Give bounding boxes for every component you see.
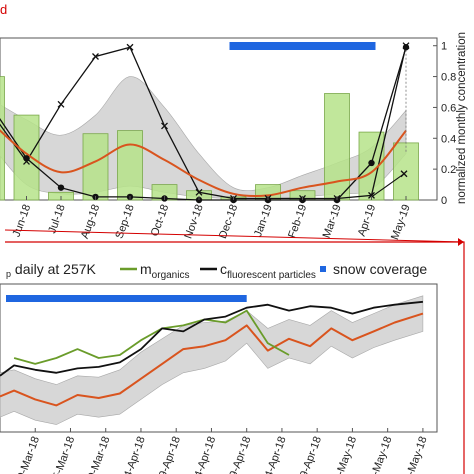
panel-corner-mark: d [0,2,7,17]
top-dot-marker-Jun-18 [23,155,30,162]
top-model-line [0,129,407,198]
top-y-tick-label: 0.2 [441,164,456,176]
callout-arrowhead [458,238,464,246]
legend-snow-swatch [320,266,326,272]
legend-fluorescent-main: c [220,261,227,277]
bottom-x-tick-label: 19-Apr-18 [226,435,254,474]
top-dot-marker-Jul-18 [57,184,65,191]
top-x-marker-Sep-18 [126,43,134,51]
legend-prefix-text: daily at 257K [11,261,96,277]
legend-fluorescent-sub: fluorescent particles [227,270,316,281]
top-x-tick-label: Dec-18 [217,203,240,240]
top-y-tick-label: 0.8 [441,72,456,84]
top-bar-Sep-18 [117,130,143,201]
bottom-legend: p daily at 257K morganics cfluorescent p… [6,261,427,281]
bottom-fluorescent-line [0,300,423,377]
top-x-tick-label: Jul-18 [46,203,68,235]
bottom-uncertainty-band [0,295,424,425]
legend-prefix: p daily at 257K [6,261,97,279]
top-snow-coverage-bar [229,42,376,50]
top-chart: Jun-18 Jul-18 Aug-18 Sep-18 Oct-18 Nov-18 Dec-… [0,32,468,242]
top-dot-marker-May-19 [402,44,410,51]
bottom-organics-line [13,309,290,365]
top-dot-marker-Apr-19 [368,159,375,167]
bottom-x-tick-label: 09-Apr-18 [155,435,183,474]
top-extra-x-line [371,173,405,198]
top-bar-May-18 [0,76,5,201]
top-y-tick-label: 0.6 [441,102,456,114]
legend-organics-main: m [140,261,152,277]
legend-fluorescent: cfluorescent particles [220,261,316,281]
top-x-marker-Jul-18 [57,100,65,108]
top-y-tick-label: 1 [441,41,447,53]
bottom-x-tick-label: 24-Apr-18 [261,435,289,474]
bottom-x-axis: 20-Mar-18 25-Mar-18 30-Mar-18 04-Apr-18 09-A… [13,428,430,474]
bottom-model-line [0,312,424,407]
bottom-x-tick-label: 30-Mar-18 [84,435,113,474]
top-x-tick-label: Apr-19 [356,203,379,238]
top-x-tick-label: Jun-18 [11,203,34,239]
bottom-x-tick-label: 04-May-18 [330,435,359,474]
legend-organics-sub: organics [152,270,190,281]
bottom-x-tick-label: 09-May-18 [365,435,394,474]
bottom-snow-coverage-bar [6,295,247,302]
top-bars [0,76,419,201]
top-x-tick-label: Jan-19 [252,203,275,239]
top-y-axis: 0 0.2 0.4 0.6 0.8 1 [433,41,456,207]
bottom-x-tick-label: 29-Apr-18 [296,435,324,474]
top-x-marker-Aug-18 [92,53,99,60]
top-x-tick-label: Feb-19 [286,203,309,240]
top-x-axis: Jun-18 Jul-18 Aug-18 Sep-18 Oct-18 Nov-18 Dec-… [11,196,413,242]
top-bar-Aug-18 [82,133,109,201]
top-y-tick-label: 0.4 [441,133,456,145]
bottom-x-tick-label: 04-Apr-18 [120,435,148,474]
bottom-chart: p daily at 257K morganics cfluorescent p… [0,261,438,474]
top-markers [23,42,410,204]
bottom-band-area [0,295,424,425]
top-x-tick-label: Oct-18 [149,203,172,238]
top-x-marker-Oct-18 [161,122,168,130]
top-x-tick-label: Mar-19 [321,203,344,240]
top-x-tick-label: Aug-18 [79,203,102,240]
legend-snow: snow coverage [333,261,427,277]
bottom-x-tick-label: 14-Apr-18 [190,435,218,474]
bottom-x-tick-label: 20-Mar-18 [13,435,42,474]
bottom-x-tick-label: 14-May-18 [400,435,429,474]
legend-prefix-sub: p [6,269,11,279]
callout-connector [4,229,465,243]
top-x-marker-Nov-18 [195,188,203,196]
top-x-tick-label: Sep-18 [113,203,136,240]
bottom-lines [0,300,424,407]
top-x-tick-label: May-19 [389,203,413,242]
top-y-axis-label: normalized monthly concentration [456,32,468,204]
legend-organics: morganics [140,261,189,281]
top-y-tick-label: 0 [441,195,447,207]
bottom-x-tick-label: 25-Mar-18 [49,435,78,474]
top-x-marker-Apr-19 [368,191,375,199]
